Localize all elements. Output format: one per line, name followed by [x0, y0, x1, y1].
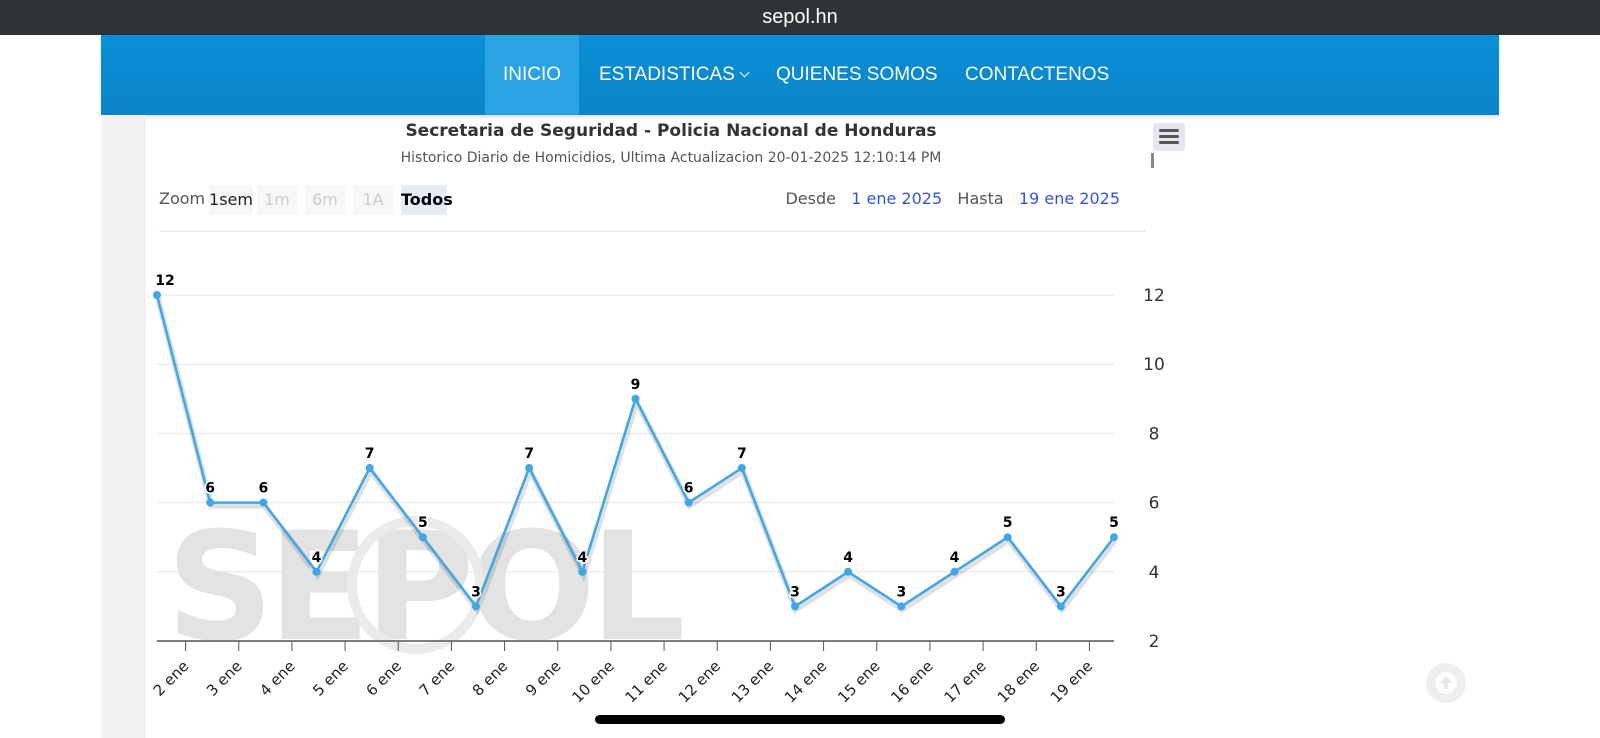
data-label: 4	[950, 550, 960, 566]
x-tick-label: 19 ene	[1047, 657, 1096, 706]
x-tick-label: 16 ene	[887, 657, 936, 706]
x-tick-label: 17 ene	[941, 657, 990, 706]
nav-item-quienes-somos[interactable]: QUIENES SOMOS	[758, 35, 956, 115]
data-label: 3	[896, 584, 906, 600]
browser-url-bar[interactable]: sepol.hn	[0, 0, 1600, 35]
home-indicator	[595, 715, 1005, 724]
nav-item-label: QUIENES SOMOS	[776, 64, 938, 85]
data-point	[684, 498, 693, 507]
hamburger-icon-line	[1159, 141, 1179, 144]
data-label: 4	[312, 550, 322, 566]
to-date-input[interactable]: 19 ene 2025	[1018, 189, 1120, 208]
data-point	[1110, 533, 1118, 542]
data-point	[153, 291, 161, 299]
chart-title: Secretaria de Seguridad - Policia Nacion…	[405, 121, 937, 141]
data-point	[259, 498, 268, 507]
chart-series	[153, 291, 1118, 616]
data-label: 6	[205, 481, 215, 497]
data-point	[791, 602, 799, 611]
watermark-ring-icon	[347, 516, 485, 654]
zoom-button-6m[interactable]: 6m	[305, 185, 345, 215]
x-tick-label: 18 ene	[994, 657, 1043, 706]
data-label: 4	[577, 550, 587, 566]
nav-item-label: INICIO	[503, 64, 562, 85]
zoom-button-1a[interactable]: 1A	[353, 185, 393, 215]
x-tick-label: 12 ene	[675, 657, 724, 706]
data-label: 6	[684, 481, 694, 497]
data-point	[472, 602, 480, 611]
data-label: 5	[1109, 515, 1119, 531]
data-point	[525, 464, 534, 472]
y-tick-label: 10	[1143, 355, 1165, 375]
data-label: 7	[524, 446, 534, 462]
zoom-button-1sem[interactable]: 1sem	[209, 185, 253, 215]
chart-subtitle: Historico Diario de Homicidios, Ultima A…	[400, 150, 942, 166]
x-tick-label: 13 ene	[728, 657, 777, 706]
data-point	[737, 464, 746, 472]
x-tick-label: 14 ene	[781, 657, 830, 706]
data-label: 4	[843, 550, 853, 566]
y-tick-label: 4	[1149, 563, 1160, 583]
data-label: 5	[418, 515, 428, 531]
page-side-margin	[101, 115, 146, 738]
x-tick-label: 15 ene	[834, 657, 883, 706]
url-text: sepol.hn	[762, 6, 838, 28]
data-label: 7	[365, 446, 375, 462]
data-point	[312, 567, 321, 576]
data-label: 6	[258, 481, 268, 497]
data-label: 9	[631, 377, 641, 393]
data-point	[365, 464, 374, 472]
data-label: 3	[790, 584, 800, 600]
nav-item-estadisticas[interactable]: ESTADISTICAS	[581, 35, 766, 115]
data-point	[1056, 602, 1065, 611]
data-label: 7	[737, 446, 747, 462]
data-point	[950, 567, 959, 576]
date-range-selector: Desde 1 ene 2025 Hasta 19 ene 2025	[785, 189, 1120, 208]
y-tick-label: 2	[1149, 632, 1160, 652]
zoom-button-1m[interactable]: 1m	[257, 185, 297, 215]
y-tick-label: 6	[1149, 494, 1160, 514]
data-point	[578, 567, 587, 576]
zoom-label: Zoom	[159, 189, 206, 208]
homicide-chart: Secretaria de Seguridad - Policia Nacion…	[146, 115, 1200, 738]
nav-item-inicio[interactable]: INICIO	[485, 35, 580, 115]
chart-menu-button[interactable]	[1153, 123, 1185, 151]
chevron-down-icon	[739, 67, 750, 78]
sepol-watermark: SEPOL	[166, 501, 688, 675]
scroll-indicator	[1151, 153, 1154, 168]
main-navigation: INICIO ESTADISTICAS QUIENES SOMOS CONTAC…	[101, 35, 1499, 115]
data-point	[631, 394, 640, 403]
nav-item-contactenos[interactable]: CONTACTENOS	[947, 35, 1127, 115]
y-axis: 2 4 6 8 10 12	[1143, 286, 1165, 652]
scroll-to-top-button[interactable]	[1426, 663, 1466, 703]
data-label: 5	[1003, 515, 1013, 531]
from-label: Desde	[785, 189, 836, 208]
arrow-up-icon	[1435, 672, 1457, 694]
data-point	[206, 498, 215, 507]
data-point	[844, 567, 853, 576]
y-tick-label: 12	[1143, 286, 1165, 306]
hamburger-icon	[1159, 129, 1179, 132]
data-label: 12	[155, 273, 174, 289]
zoom-button-todos[interactable]: Todos	[401, 185, 453, 215]
data-label: 3	[1056, 584, 1066, 600]
data-label: 3	[471, 584, 481, 600]
data-point	[897, 602, 906, 611]
y-tick-label: 8	[1149, 424, 1160, 444]
data-point	[418, 533, 427, 542]
nav-item-label: ESTADISTICAS	[599, 64, 735, 85]
to-label: Hasta	[957, 189, 1004, 208]
nav-item-label: CONTACTENOS	[965, 64, 1110, 85]
hamburger-icon-line	[1159, 135, 1179, 138]
data-point	[1003, 533, 1012, 542]
data-labels: 12 6 6 4 7 5 3 7 4 9 6 7 3 4 3 4 5 3 5	[154, 272, 1121, 602]
from-date-input[interactable]: 1 ene 2025	[851, 189, 943, 208]
